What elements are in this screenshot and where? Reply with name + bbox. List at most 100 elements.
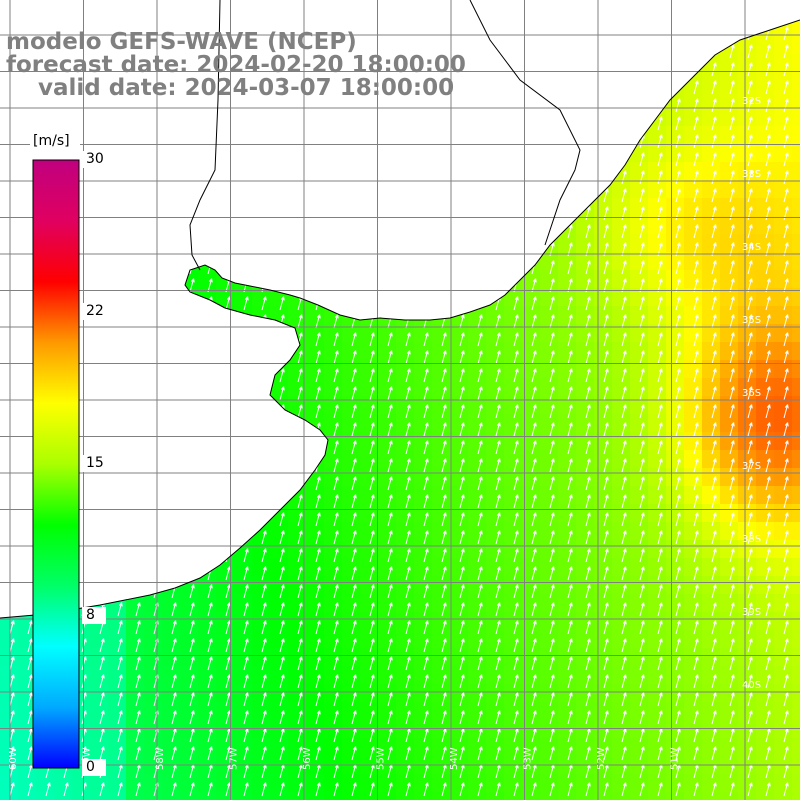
wind-arrow [639, 440, 645, 455]
wind-arrow [711, 152, 717, 167]
wind-arrow [603, 674, 609, 689]
lat-label: 36S [742, 388, 761, 399]
wind-arrow [135, 530, 141, 545]
wind-arrow [207, 116, 213, 131]
wind-arrow [207, 350, 213, 365]
wind-arrow [63, 782, 69, 797]
wind-arrow [387, 386, 393, 401]
wind-arrow [729, 260, 735, 275]
wind-arrow [549, 386, 555, 401]
wind-arrow [9, 386, 15, 401]
wind-arrow [675, 512, 681, 527]
wind-arrow [351, 386, 357, 401]
wind-arrow [261, 224, 267, 239]
wind-arrow [297, 422, 303, 437]
wind-arrow [405, 602, 411, 617]
wind-arrow [549, 782, 555, 797]
wind-arrow [657, 476, 663, 491]
wind-arrow [225, 512, 231, 527]
wind-arrow [567, 494, 573, 509]
wind-arrow [765, 728, 771, 743]
wind-arrow [621, 692, 627, 707]
wind-arrow [621, 260, 627, 275]
wind-arrow [9, 224, 15, 239]
wind-arrow [27, 638, 33, 653]
wind-arrow [243, 350, 249, 365]
wind-arrow [207, 152, 213, 167]
wind-arrow [603, 188, 609, 203]
wind-arrow [279, 368, 285, 383]
wind-arrow [459, 170, 465, 185]
wind-arrow [639, 62, 645, 77]
wind-arrow [225, 170, 231, 185]
valid-date: valid date: 2024-03-07 18:00:00 [6, 75, 455, 101]
wind-arrow [171, 404, 177, 419]
wind-arrow [225, 152, 231, 167]
wind-arrow [531, 422, 537, 437]
wind-arrow [621, 332, 627, 347]
wind-arrow [333, 656, 339, 671]
wind-arrow [567, 584, 573, 599]
wind-arrow [135, 152, 141, 167]
wind-arrow [657, 656, 663, 671]
wind-arrow [387, 278, 393, 293]
wind-arrow [297, 188, 303, 203]
wind-arrow [441, 530, 447, 545]
wind-arrow [783, 638, 789, 653]
wind-arrow [765, 170, 771, 185]
wind-arrow [441, 152, 447, 167]
wind-arrow [585, 584, 591, 599]
wind-arrow [783, 746, 789, 761]
wind-arrow [549, 368, 555, 383]
wind-arrow [405, 476, 411, 491]
lon-label: 53W [523, 747, 534, 770]
wind-arrow [387, 134, 393, 149]
wind-arrow [657, 170, 663, 185]
wind-arrow [765, 62, 771, 77]
wind-arrow [585, 728, 591, 743]
wind-arrow [639, 782, 645, 797]
wind-arrow [405, 134, 411, 149]
wind-arrow [567, 404, 573, 419]
wind-arrow [513, 134, 519, 149]
wind-arrow [81, 584, 87, 599]
wind-arrow [783, 494, 789, 509]
wind-arrow [351, 656, 357, 671]
wind-arrow [585, 350, 591, 365]
wind-arrow [513, 566, 519, 581]
wind-arrow [603, 260, 609, 275]
wind-arrow [729, 458, 735, 473]
wind-arrow [243, 116, 249, 131]
wind-arrow [189, 638, 195, 653]
wind-arrow [153, 332, 159, 347]
wind-arrow [333, 422, 339, 437]
wind-arrow [513, 548, 519, 563]
wind-arrow [153, 296, 159, 311]
wind-arrow [549, 296, 555, 311]
wind-arrow [567, 782, 573, 797]
wind-arrow [585, 314, 591, 329]
wind-arrow [765, 152, 771, 167]
wind-arrow [531, 530, 537, 545]
wind-arrow [459, 566, 465, 581]
wind-arrow [693, 44, 699, 59]
wind-arrow [243, 566, 249, 581]
wind-arrow [441, 710, 447, 725]
wind-arrow [279, 512, 285, 527]
wind-arrow [423, 548, 429, 563]
wind-arrow [783, 512, 789, 527]
wind-arrow [333, 746, 339, 761]
wind-arrow [747, 62, 753, 77]
wind-arrow [387, 746, 393, 761]
wind-arrow [693, 260, 699, 275]
lat-label: 33S [742, 169, 761, 180]
wind-arrow [171, 692, 177, 707]
wind-arrow [369, 458, 375, 473]
wind-arrow [117, 566, 123, 581]
wind-arrow [27, 782, 33, 797]
wind-arrow [387, 512, 393, 527]
wind-arrow [639, 98, 645, 113]
wind-arrow [279, 278, 285, 293]
wind-arrow [729, 746, 735, 761]
wind-arrow [783, 314, 789, 329]
